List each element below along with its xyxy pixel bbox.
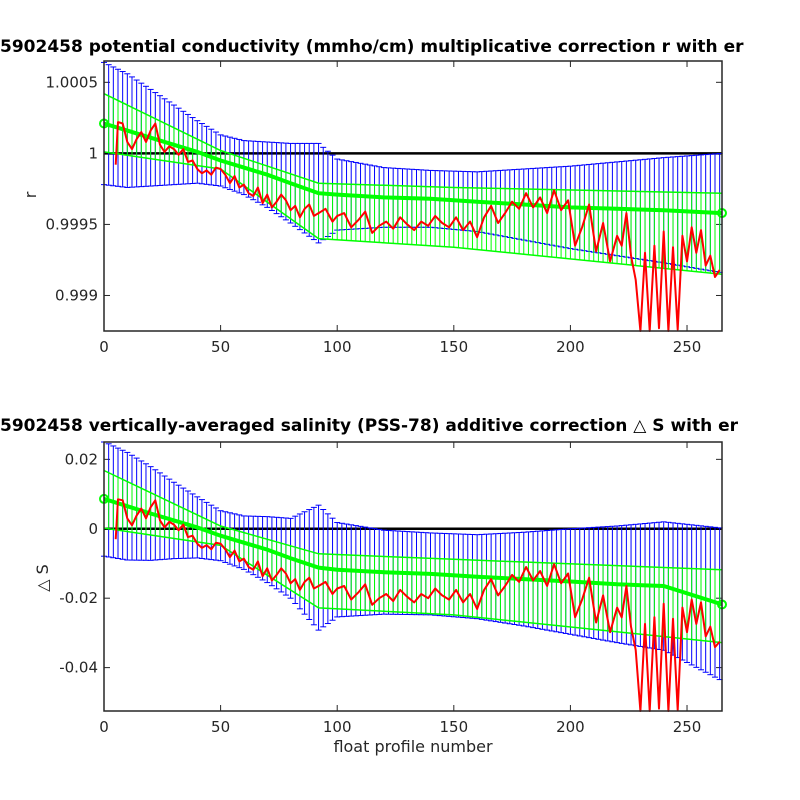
conductivity-series xyxy=(99,61,727,332)
conductivity-axes-box xyxy=(103,60,723,332)
salinity-y-tick-label: 0 xyxy=(88,520,98,538)
conductivity-y-tick-label: 0.999 xyxy=(55,286,98,304)
salinity-series xyxy=(99,441,727,712)
conductivity-fit-upper-line xyxy=(103,93,723,194)
salinity-y-tick-label: 0.02 xyxy=(65,450,98,468)
salinity-fit-lower-line xyxy=(103,527,723,644)
conductivity-fit-lower-line xyxy=(103,151,723,275)
conductivity-y-tick-label: 0.9995 xyxy=(46,215,99,233)
salinity-axes-box xyxy=(103,441,723,712)
conductivity-x-tick-label: 250 xyxy=(673,338,702,356)
conductivity-x-tick-label: 50 xyxy=(211,338,230,356)
salinity-correction-panel: 5902458 vertically-averaged salinity (PS… xyxy=(0,416,739,756)
conductivity-y-axis-label: r xyxy=(21,191,40,198)
conductivity-x-ticks: 0 50 100 150 200 250 xyxy=(99,61,701,356)
salinity-x-tick-label: 50 xyxy=(211,718,230,736)
salinity-x-tick-label: 150 xyxy=(439,718,468,736)
conductivity-y-tick-label: 1.0005 xyxy=(46,73,99,91)
salinity-y-tick-label: -0.04 xyxy=(59,659,98,677)
salinity-y-tick-label: -0.02 xyxy=(59,589,98,607)
conductivity-correction-panel: 5902458 potential conductivity (mmho/cm)… xyxy=(0,37,744,356)
conductivity-x-tick-label: 100 xyxy=(323,338,352,356)
conductivity-fit-error-mesh xyxy=(103,93,721,274)
salinity-plot-area xyxy=(104,442,722,711)
salinity-x-tick-label: 250 xyxy=(673,718,702,736)
salinity-x-tick-label: 0 xyxy=(99,718,109,736)
conductivity-chart-title: 5902458 potential conductivity (mmho/cm)… xyxy=(0,37,744,57)
conductivity-measured-line xyxy=(114,121,721,332)
salinity-chart-title: 5902458 vertically-averaged salinity (PS… xyxy=(0,416,739,436)
salinity-x-axis-label: float profile number xyxy=(333,737,493,756)
salinity-x-tick-label: 200 xyxy=(556,718,585,736)
salinity-x-ticks: 0 50 100 150 200 250 xyxy=(99,442,701,736)
conductivity-fit-line xyxy=(103,121,723,216)
conductivity-x-tick-label: 200 xyxy=(556,338,585,356)
conductivity-plot-area xyxy=(104,61,722,331)
salinity-measured-line xyxy=(114,498,721,712)
salinity-fit-upper-line xyxy=(103,469,723,571)
conductivity-x-tick-label: 0 xyxy=(99,338,109,356)
conductivity-y-tick-label: 1 xyxy=(88,144,98,162)
salinity-x-tick-label: 100 xyxy=(323,718,352,736)
conductivity-y-ticks: 0.999 0.9995 1 1.0005 xyxy=(46,73,722,304)
salinity-fit-line xyxy=(103,496,723,607)
conductivity-x-tick-label: 150 xyxy=(439,338,468,356)
salinity-y-axis-label: △ S xyxy=(33,564,52,592)
salinity-y-ticks: -0.04 -0.02 0 0.02 xyxy=(59,450,722,677)
